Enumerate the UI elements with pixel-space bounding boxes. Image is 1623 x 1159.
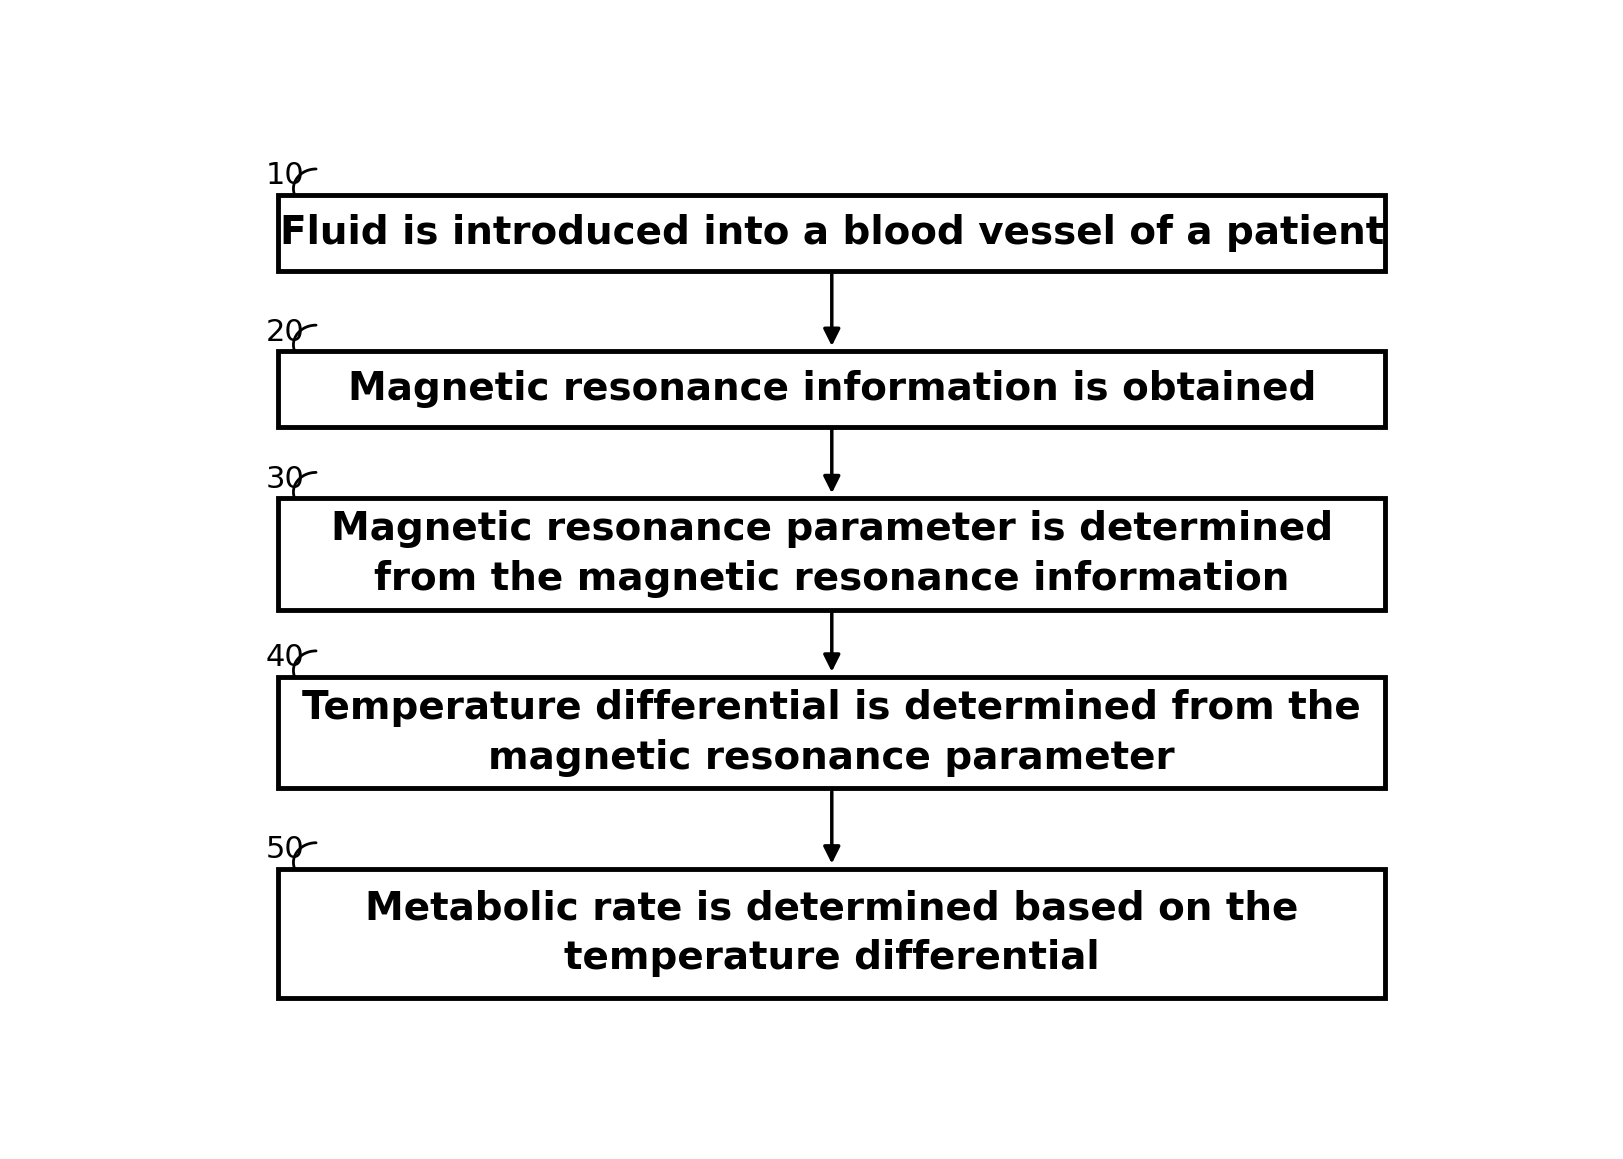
Text: Magnetic resonance parameter is determined
from the magnetic resonance informati: Magnetic resonance parameter is determin… [331, 510, 1332, 598]
Text: 20: 20 [266, 318, 305, 347]
Bar [279, 195, 1384, 271]
Text: 50: 50 [266, 836, 305, 865]
Text: Temperature differential is determined from the
magnetic resonance parameter: Temperature differential is determined f… [302, 688, 1362, 777]
Text: 30: 30 [266, 465, 305, 494]
Text: Magnetic resonance information is obtained: Magnetic resonance information is obtain… [347, 370, 1316, 408]
Text: Fluid is introduced into a blood vessel of a patient: Fluid is introduced into a blood vessel … [279, 213, 1384, 252]
Bar [279, 868, 1384, 998]
Text: 10: 10 [266, 161, 305, 190]
Bar [279, 498, 1384, 610]
Text: Metabolic rate is determined based on the
temperature differential: Metabolic rate is determined based on th… [365, 889, 1298, 977]
Bar [279, 351, 1384, 427]
Text: 40: 40 [266, 643, 305, 672]
Bar [279, 677, 1384, 788]
